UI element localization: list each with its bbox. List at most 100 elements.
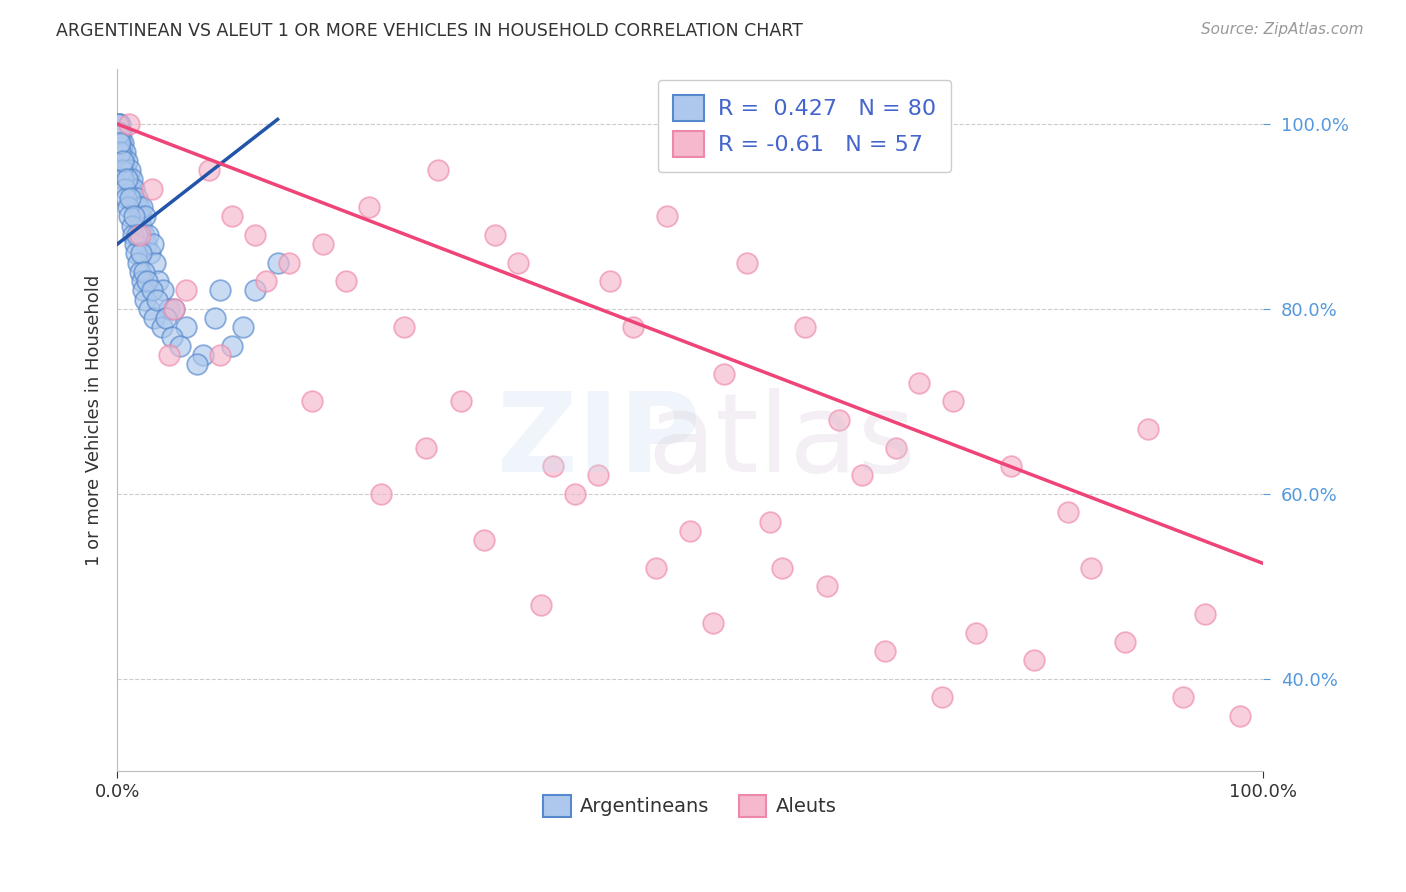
Point bbox=[828, 413, 851, 427]
Point bbox=[415, 441, 437, 455]
Point bbox=[204, 311, 226, 326]
Point bbox=[110, 136, 132, 150]
Point bbox=[117, 200, 139, 214]
Point bbox=[301, 394, 323, 409]
Point bbox=[121, 172, 143, 186]
Point bbox=[191, 348, 214, 362]
Point bbox=[131, 274, 153, 288]
Point bbox=[174, 284, 197, 298]
Point bbox=[128, 200, 150, 214]
Point bbox=[1022, 653, 1045, 667]
Point bbox=[120, 191, 142, 205]
Point bbox=[111, 136, 134, 150]
Point bbox=[136, 274, 159, 288]
Point bbox=[108, 126, 131, 140]
Point bbox=[655, 210, 678, 224]
Point bbox=[908, 376, 931, 390]
Point bbox=[163, 301, 186, 316]
Text: Source: ZipAtlas.com: Source: ZipAtlas.com bbox=[1201, 22, 1364, 37]
Point bbox=[148, 274, 170, 288]
Point bbox=[735, 256, 758, 270]
Point bbox=[508, 256, 530, 270]
Point bbox=[118, 210, 141, 224]
Point bbox=[1114, 635, 1136, 649]
Point bbox=[117, 172, 139, 186]
Point bbox=[426, 163, 449, 178]
Point bbox=[588, 468, 610, 483]
Point bbox=[1057, 505, 1080, 519]
Point bbox=[817, 579, 839, 593]
Point bbox=[209, 284, 232, 298]
Point bbox=[108, 126, 131, 140]
Point bbox=[266, 256, 288, 270]
Point bbox=[759, 515, 782, 529]
Point bbox=[139, 246, 162, 260]
Point bbox=[472, 533, 495, 548]
Point bbox=[138, 301, 160, 316]
Point bbox=[1080, 561, 1102, 575]
Point bbox=[111, 172, 134, 186]
Legend: Argentineans, Aleuts: Argentineans, Aleuts bbox=[536, 787, 845, 825]
Point bbox=[129, 246, 152, 260]
Point bbox=[134, 293, 156, 307]
Point bbox=[370, 487, 392, 501]
Point bbox=[942, 394, 965, 409]
Point bbox=[125, 191, 148, 205]
Point bbox=[450, 394, 472, 409]
Y-axis label: 1 or more Vehicles in Household: 1 or more Vehicles in Household bbox=[86, 275, 103, 566]
Point bbox=[702, 616, 724, 631]
Point bbox=[114, 191, 136, 205]
Point bbox=[134, 210, 156, 224]
Point bbox=[124, 182, 146, 196]
Point bbox=[120, 182, 142, 196]
Point bbox=[793, 320, 815, 334]
Point bbox=[132, 265, 155, 279]
Point bbox=[713, 367, 735, 381]
Text: ZIP: ZIP bbox=[496, 387, 700, 494]
Point bbox=[136, 227, 159, 242]
Point bbox=[129, 227, 152, 242]
Point bbox=[142, 237, 165, 252]
Point bbox=[129, 219, 152, 233]
Point bbox=[770, 561, 793, 575]
Point bbox=[221, 339, 243, 353]
Point bbox=[484, 227, 506, 242]
Point bbox=[118, 163, 141, 178]
Point bbox=[107, 136, 129, 150]
Point bbox=[335, 274, 357, 288]
Point bbox=[1137, 422, 1160, 436]
Point bbox=[232, 320, 254, 334]
Point bbox=[132, 284, 155, 298]
Point bbox=[135, 237, 157, 252]
Point bbox=[142, 311, 165, 326]
Text: ARGENTINEAN VS ALEUT 1 OR MORE VEHICLES IN HOUSEHOLD CORRELATION CHART: ARGENTINEAN VS ALEUT 1 OR MORE VEHICLES … bbox=[56, 22, 803, 40]
Point bbox=[121, 219, 143, 233]
Point bbox=[117, 153, 139, 168]
Point bbox=[254, 274, 277, 288]
Point bbox=[111, 145, 134, 159]
Point bbox=[163, 301, 186, 316]
Point bbox=[243, 227, 266, 242]
Point bbox=[174, 320, 197, 334]
Point bbox=[679, 524, 702, 538]
Point bbox=[157, 348, 180, 362]
Point bbox=[141, 284, 163, 298]
Point bbox=[110, 163, 132, 178]
Point bbox=[155, 311, 177, 326]
Point bbox=[107, 117, 129, 131]
Point bbox=[1229, 709, 1251, 723]
Point bbox=[143, 256, 166, 270]
Point bbox=[128, 265, 150, 279]
Point bbox=[146, 293, 169, 307]
Point bbox=[160, 329, 183, 343]
Point bbox=[129, 210, 152, 224]
Point bbox=[110, 136, 132, 150]
Point bbox=[115, 163, 138, 178]
Point bbox=[221, 210, 243, 224]
Point bbox=[110, 126, 132, 140]
Point bbox=[851, 468, 873, 483]
Point bbox=[127, 210, 149, 224]
Point bbox=[108, 145, 131, 159]
Point bbox=[150, 320, 173, 334]
Point bbox=[157, 301, 180, 316]
